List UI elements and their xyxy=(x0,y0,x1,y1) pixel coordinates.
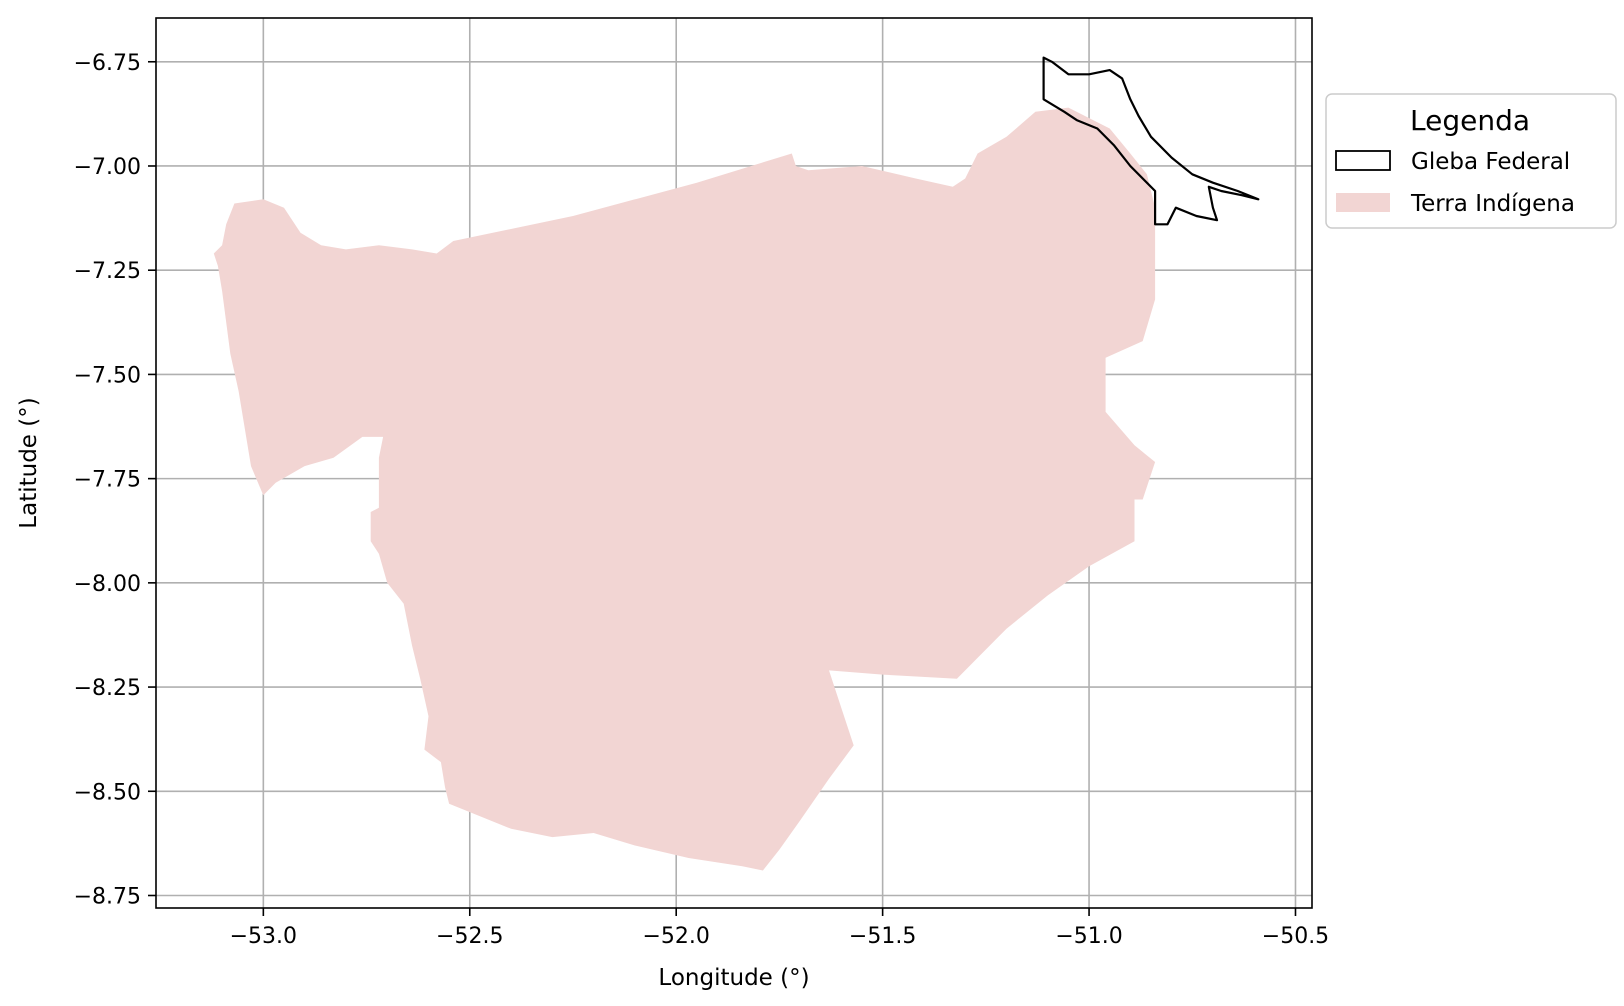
x-tick-label-0: −53.0 xyxy=(230,924,297,949)
y-tick-label-2: −7.25 xyxy=(74,259,141,284)
y-tick-label-4: −7.75 xyxy=(74,468,141,493)
legend: Legenda Gleba Federal Terra Indígena xyxy=(1325,93,1617,229)
x-tick-label-4: −51.0 xyxy=(1055,924,1122,949)
legend-label-gleba-federal: Gleba Federal xyxy=(1411,149,1570,175)
y-tick-label-6: −8.25 xyxy=(74,676,141,701)
x-tick-label-1: −52.5 xyxy=(436,924,503,949)
gleba-federal-layer xyxy=(1042,56,1260,226)
y-tick-label-7: −8.50 xyxy=(74,780,141,805)
axes-frame xyxy=(155,17,1313,909)
legend-label-terra-indigena: Terra Indígena xyxy=(1410,191,1575,217)
legend-title: Legenda xyxy=(1410,104,1530,137)
x-axis-title: Longitude (°) xyxy=(658,965,809,991)
y-tick-label-8: −8.75 xyxy=(74,884,141,909)
y-tick-label-1: −7.00 xyxy=(74,155,141,180)
legend-box xyxy=(1325,93,1617,229)
y-tick-label-3: −7.50 xyxy=(74,363,141,388)
x-axis-ticks: −53.0 −52.5 −52.0 −51.5 −51.0 −50.5 xyxy=(230,908,1329,949)
y-axis-ticks: −6.75 −7.00 −7.25 −7.50 −7.75 −8.00 −8.25 −8.50… xyxy=(74,51,156,909)
x-tick-label-5: −50.5 xyxy=(1262,924,1329,949)
gleba-federal-polygon xyxy=(1042,56,1260,226)
y-axis-title: Latitude (°) xyxy=(16,397,42,528)
terra-indigena-polygon xyxy=(213,107,1156,871)
y-tick-label-0: −6.75 xyxy=(74,51,141,76)
x-tick-label-3: −51.5 xyxy=(849,924,916,949)
y-tick-label-5: −8.00 xyxy=(74,572,141,597)
x-tick-label-2: −52.0 xyxy=(642,924,709,949)
legend-swatch-gleba-federal xyxy=(1335,150,1391,171)
legend-swatch-terra-indigena xyxy=(1336,193,1390,212)
terra-indigena-layer xyxy=(213,107,1156,871)
